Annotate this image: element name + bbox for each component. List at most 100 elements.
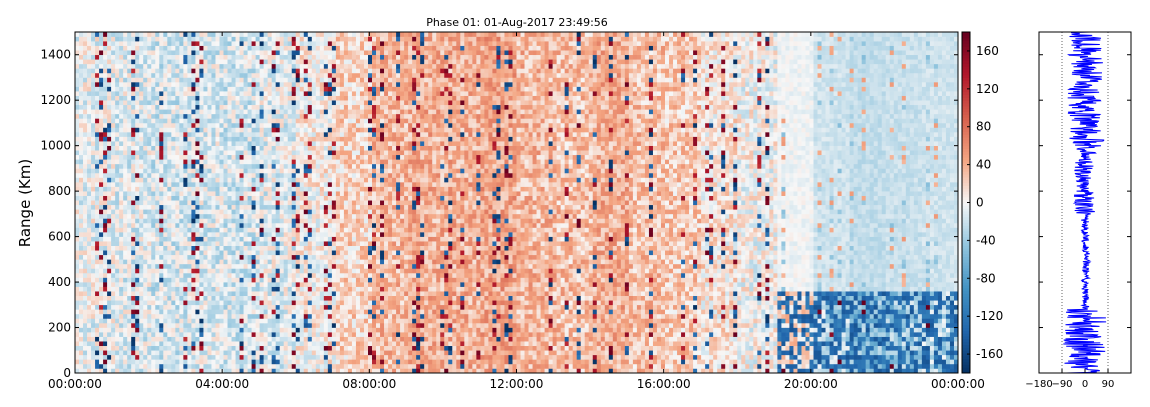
- heatmap-cell: [263, 59, 268, 65]
- heatmap-cell: [267, 59, 272, 65]
- heatmap-cell: [147, 272, 152, 278]
- heatmap-cell: [203, 172, 208, 178]
- heatmap-cell: [171, 72, 176, 78]
- heatmap-cell: [135, 95, 140, 101]
- heatmap-cell: [231, 259, 236, 265]
- heatmap-cell: [131, 182, 136, 187]
- heatmap-cell: [299, 177, 305, 183]
- heatmap-cell: [291, 54, 297, 60]
- heatmap-cell: [147, 368, 152, 374]
- heatmap-cell: [179, 32, 184, 37]
- heatmap-cell: [327, 259, 333, 265]
- heatmap-cell: [259, 227, 264, 233]
- heatmap-cell: [187, 318, 192, 324]
- heatmap-cell: [307, 191, 313, 196]
- heatmap-cell: [107, 236, 112, 242]
- heatmap-cell: [191, 368, 196, 374]
- heatmap-cell: [143, 241, 148, 246]
- heatmap-cell: [199, 72, 204, 78]
- heatmap-cell: [187, 209, 192, 215]
- heatmap-cell: [247, 300, 252, 306]
- heatmap-cell: [231, 122, 236, 128]
- heatmap-cell: [99, 318, 104, 324]
- heatmap-cell: [243, 332, 248, 337]
- heatmap-cell: [331, 272, 337, 278]
- heatmap-cell: [235, 95, 240, 101]
- heatmap-cell: [271, 122, 276, 128]
- heatmap-cell: [91, 91, 96, 96]
- heatmap-cell: [335, 36, 341, 42]
- heatmap-cell: [111, 250, 116, 256]
- heatmap-cell: [295, 145, 301, 151]
- heatmap-cell: [255, 268, 260, 274]
- heatmap-cell: [255, 282, 260, 287]
- heatmap-cell: [167, 304, 172, 310]
- heatmap-cell: [303, 86, 309, 92]
- heatmap-cell: [179, 286, 184, 292]
- heatmap-cell: [247, 263, 252, 269]
- heatmap-cell: [171, 136, 176, 142]
- heatmap-cell: [99, 36, 104, 42]
- heatmap-cell: [119, 350, 124, 356]
- heatmap-cell: [123, 232, 128, 237]
- heatmap-cell: [91, 304, 96, 310]
- heatmap-cell: [135, 86, 140, 92]
- heatmap-cell: [263, 177, 268, 183]
- heatmap-cell: [331, 277, 337, 283]
- heatmap-cell: [323, 222, 329, 228]
- heatmap-cell: [323, 359, 329, 365]
- heatmap-cell: [299, 91, 305, 96]
- heatmap-cell: [223, 113, 228, 119]
- heatmap-cell: [307, 268, 313, 274]
- heatmap-cell: [155, 354, 160, 360]
- heatmap-cell: [187, 304, 192, 310]
- heatmap-cell: [91, 68, 96, 74]
- heatmap-cell: [267, 154, 272, 160]
- heatmap-cell: [247, 200, 252, 206]
- heatmap-cell: [207, 159, 212, 165]
- heatmap-cell: [275, 72, 280, 78]
- heatmap-cell: [275, 195, 280, 201]
- heatmap-cell: [171, 341, 176, 347]
- heatmap-cell: [235, 141, 240, 146]
- heatmap-cell: [283, 236, 289, 242]
- heatmap-cell: [187, 59, 192, 65]
- heatmap-cell: [239, 195, 244, 201]
- heatmap-cell: [167, 91, 172, 96]
- heatmap-cell: [271, 272, 276, 278]
- heatmap-cell: [315, 254, 321, 260]
- heatmap-cell: [187, 254, 192, 260]
- heatmap-cell: [147, 41, 152, 46]
- heatmap-cell: [171, 82, 176, 87]
- heatmap-cell: [87, 322, 92, 328]
- heatmap-cell: [195, 109, 200, 115]
- heatmap-cell: [251, 145, 256, 151]
- heatmap-cell: [143, 195, 148, 201]
- heatmap-cell: [291, 182, 297, 187]
- heatmap-cell: [111, 59, 116, 65]
- heatmap-cell: [151, 368, 156, 374]
- heatmap-cell: [99, 59, 104, 65]
- heatmap-cell: [87, 272, 92, 278]
- heatmap-cell: [259, 82, 264, 87]
- heatmap-cell: [323, 213, 329, 219]
- heatmap-cell: [79, 350, 84, 356]
- heatmap-cell: [251, 295, 256, 301]
- heatmap-cell: [203, 86, 208, 92]
- heatmap-cell: [191, 127, 196, 133]
- heatmap-cell: [159, 113, 164, 119]
- heatmap-cell: [267, 322, 272, 328]
- heatmap-cell: [179, 241, 184, 246]
- heatmap-cell: [271, 300, 276, 306]
- heatmap-cell: [187, 159, 192, 165]
- heatmap-cell: [331, 191, 337, 196]
- heatmap-cell: [207, 100, 212, 106]
- heatmap-cell: [155, 145, 160, 151]
- heatmap-cell: [183, 359, 188, 365]
- heatmap-cell: [119, 309, 124, 315]
- heatmap-cell: [143, 213, 148, 219]
- heatmap-cell: [283, 363, 289, 369]
- heatmap-cell: [123, 136, 128, 142]
- heatmap-cell: [99, 241, 104, 246]
